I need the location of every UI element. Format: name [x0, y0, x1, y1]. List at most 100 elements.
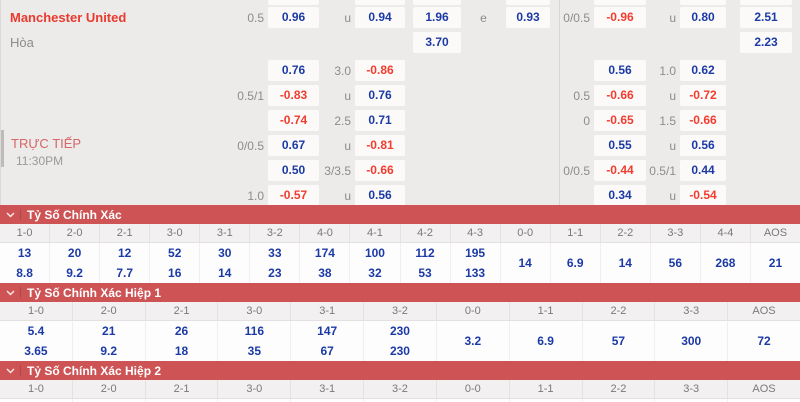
odds-value-cell[interactable] — [594, 0, 646, 5]
score-odds-cell[interactable]: 133 — [465, 266, 486, 280]
odds-value-cell[interactable] — [413, 0, 461, 5]
score-odds-cell[interactable]: 6.9 — [537, 334, 554, 348]
score-odds-cell[interactable]: 9.2 — [66, 266, 83, 280]
score-odds-cell[interactable]: 12 — [117, 246, 132, 260]
odds-value-cell[interactable]: 0.93 — [506, 7, 550, 28]
score-odds-cell[interactable]: 230 — [389, 344, 410, 358]
score-odds-cell[interactable]: 72 — [757, 334, 771, 348]
odds-value-cell[interactable]: -0.74 — [268, 110, 319, 131]
score-odds-cell[interactable]: 16 — [168, 266, 182, 280]
score-odds-cell[interactable]: 52 — [168, 246, 182, 260]
score-odds-cell[interactable]: 112 — [415, 246, 435, 260]
odds-value-cell[interactable]: 0.56 — [355, 185, 405, 205]
score-section: Tỷ Số Chính Xác Hiệp 2 1-0 2-0 2-1 3-0 3-1 3-2… — [0, 361, 800, 402]
odds-value-cell[interactable]: -0.83 — [268, 85, 319, 106]
section-band[interactable]: Tỷ Số Chính Xác — [0, 205, 800, 224]
section-band[interactable]: Tỷ Số Chính Xác Hiệp 2 — [0, 361, 800, 380]
score-odds-cell[interactable]: 230 — [389, 324, 410, 338]
chevron-down-icon[interactable] — [0, 211, 20, 218]
score-odds-cell[interactable]: 147 — [317, 324, 338, 338]
scrollbar-thumb[interactable] — [1, 130, 4, 167]
score-odds-cell[interactable]: 33 — [268, 246, 282, 260]
odds-cell-slot: 0.62 — [680, 60, 726, 81]
odds-cell-slot: 0.56 — [594, 60, 646, 81]
odds-value-cell[interactable]: -0.57 — [268, 185, 319, 205]
score-odds-cell[interactable]: 268 — [715, 256, 736, 270]
odds-value-cell[interactable]: 0.62 — [680, 60, 726, 81]
odds-value-cell[interactable]: 0.67 — [268, 135, 319, 156]
score-odds-cell[interactable]: 100 — [364, 246, 385, 260]
odds-value-cell[interactable]: -0.54 — [680, 185, 726, 205]
odds-value-cell[interactable]: -0.81 — [355, 135, 405, 156]
odds-value-cell[interactable]: 2.51 — [740, 7, 792, 28]
odds-value-cell[interactable]: -0.72 — [680, 85, 726, 106]
odds-cell-slot: -0.86 — [355, 60, 405, 81]
odds-value-cell[interactable] — [268, 0, 319, 5]
odds-value-cell[interactable] — [740, 0, 792, 5]
score-column: 30 14 — [200, 243, 251, 283]
score-odds-cell[interactable]: 8.8 — [16, 266, 33, 280]
score-odds-cell[interactable]: 26 — [174, 324, 189, 338]
score-odds-cell[interactable]: 56 — [668, 256, 683, 270]
score-odds-cell[interactable]: 38 — [318, 266, 332, 280]
score-odds-cell[interactable]: 7.7 — [116, 266, 133, 280]
odds-value-cell[interactable]: 0.50 — [268, 160, 319, 181]
odds-value-cell[interactable]: -0.44 — [594, 160, 646, 181]
score-odds-cell[interactable]: 21 — [102, 324, 116, 338]
odds-value-cell[interactable]: 0.56 — [594, 60, 646, 81]
odds-value-cell[interactable]: 0.80 — [680, 7, 726, 28]
score-odds-cell[interactable]: 18 — [174, 344, 189, 358]
score-odds-cell[interactable]: 3.65 — [24, 344, 48, 358]
odds-value-cell[interactable]: 0.55 — [594, 135, 646, 156]
odds-value-cell[interactable]: 3.70 — [413, 32, 461, 53]
score-odds-cell[interactable]: 20 — [67, 246, 82, 260]
odds-value-cell[interactable]: 0.44 — [680, 160, 726, 181]
odds-cell-slot: 0.50 — [268, 160, 319, 181]
score-odds-cell[interactable]: 14 — [518, 256, 532, 270]
score-odds-cell[interactable]: 32 — [368, 266, 382, 280]
score-odds-cell[interactable]: 67 — [320, 344, 334, 358]
score-column: 12 7.7 — [100, 243, 151, 283]
score-odds-cell[interactable]: 116 — [244, 324, 265, 338]
odds-value-cell[interactable]: 0.34 — [594, 185, 646, 205]
section-band[interactable]: Tỷ Số Chính Xác Hiệp 1 — [0, 283, 800, 302]
odds-value-cell[interactable]: -0.96 — [594, 7, 646, 28]
score-odds-cell[interactable]: 53 — [418, 266, 432, 280]
odds-value-cell[interactable] — [355, 0, 405, 5]
score-odds-cell[interactable]: 35 — [247, 344, 262, 358]
score-odds-cell[interactable]: 174 — [314, 246, 335, 260]
odds-value-cell[interactable]: -0.65 — [594, 110, 646, 131]
score-odds-cell[interactable]: 57 — [611, 334, 626, 348]
odds-value-cell[interactable]: 0.56 — [680, 135, 726, 156]
odds-value-cell[interactable] — [506, 0, 550, 5]
odds-value-cell[interactable]: -0.66 — [355, 160, 405, 181]
odds-cell-slot: -0.54 — [680, 185, 726, 205]
score-odds-cell[interactable]: 195 — [465, 246, 486, 260]
odds-value-cell[interactable]: 0.94 — [355, 7, 405, 28]
odds-value-cell[interactable]: -0.86 — [355, 60, 405, 81]
score-odds-cell[interactable]: 13 — [17, 246, 32, 260]
chevron-down-icon[interactable] — [0, 367, 20, 374]
score-odds-cell[interactable]: 14 — [218, 266, 232, 280]
spacer — [405, 170, 413, 171]
odds-value-cell[interactable]: 0.71 — [355, 110, 405, 131]
score-odds-cell[interactable]: 3.2 — [464, 334, 482, 348]
score-odds-cell[interactable]: 30 — [218, 246, 232, 260]
odds-value-cell[interactable]: 0.96 — [268, 7, 319, 28]
odds-value-cell[interactable] — [680, 0, 726, 5]
chevron-down-icon[interactable] — [0, 289, 20, 296]
odds-cell-slot: 0.71 — [355, 110, 405, 131]
score-odds-cell[interactable]: 14 — [618, 256, 632, 270]
odds-value-cell[interactable]: 0.76 — [355, 85, 405, 106]
odds-value-cell[interactable]: 2.23 — [740, 32, 792, 53]
score-odds-cell[interactable]: 23 — [268, 266, 282, 280]
score-odds-cell[interactable]: 9.2 — [100, 344, 118, 358]
odds-value-cell[interactable]: 0.76 — [268, 60, 319, 81]
odds-value-cell[interactable]: -0.66 — [680, 110, 726, 131]
score-odds-cell[interactable]: 5.4 — [27, 324, 45, 338]
score-odds-cell[interactable]: 6.9 — [566, 256, 584, 270]
score-odds-cell[interactable]: 300 — [681, 334, 702, 348]
score-odds-cell[interactable]: 21 — [768, 256, 783, 270]
odds-value-cell[interactable]: 1.96 — [413, 7, 461, 28]
odds-value-cell[interactable]: -0.66 — [594, 85, 646, 106]
